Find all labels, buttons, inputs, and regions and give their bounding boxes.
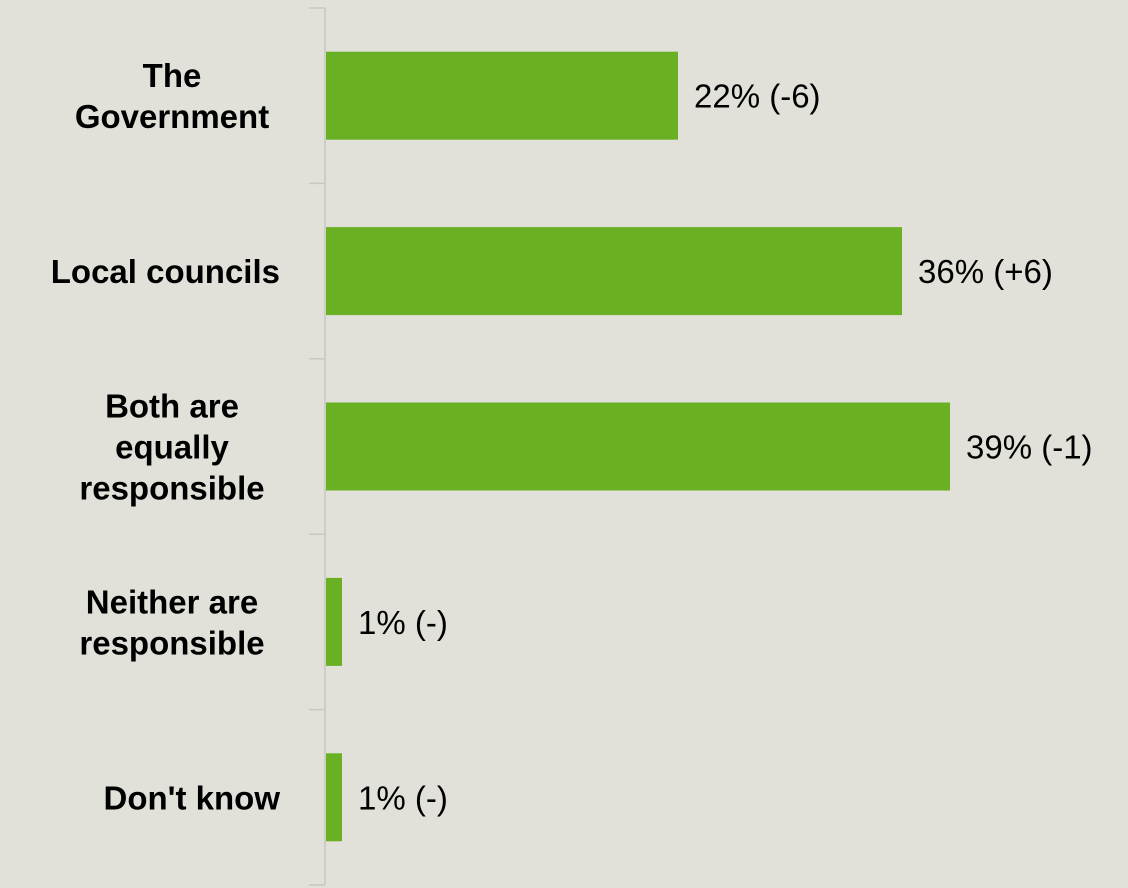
data-label-1: 22% (-6) [694,78,821,115]
category-label-line: Government [75,98,269,135]
bar-4 [326,577,342,666]
data-label-2: 36% (+6) [918,253,1053,290]
category-label-line: responsible [79,470,264,507]
category-label-5: Don't know [104,779,281,816]
category-label-line: equally [115,429,229,466]
category-label-line: Neither are [86,583,258,620]
category-label-line: Don't know [104,779,281,816]
category-label-1: The Government [75,57,269,135]
category-label-4: Neither are responsible [79,583,264,661]
category-label-3: Both are equally responsible [79,388,264,507]
data-label-5: 1% (-) [358,779,448,816]
data-label-3: 39% (-1) [966,429,1093,466]
bar-3 [326,402,950,491]
category-label-line: The [143,57,202,94]
bar-5 [326,753,342,842]
category-label-2: Local councils [51,253,280,290]
bar-1 [326,51,678,140]
bar-2 [326,227,902,316]
category-label-line: Local councils [51,253,280,290]
category-label-line: responsible [79,624,264,661]
data-label-4: 1% (-) [358,604,448,641]
category-label-line: Both are [105,388,239,425]
